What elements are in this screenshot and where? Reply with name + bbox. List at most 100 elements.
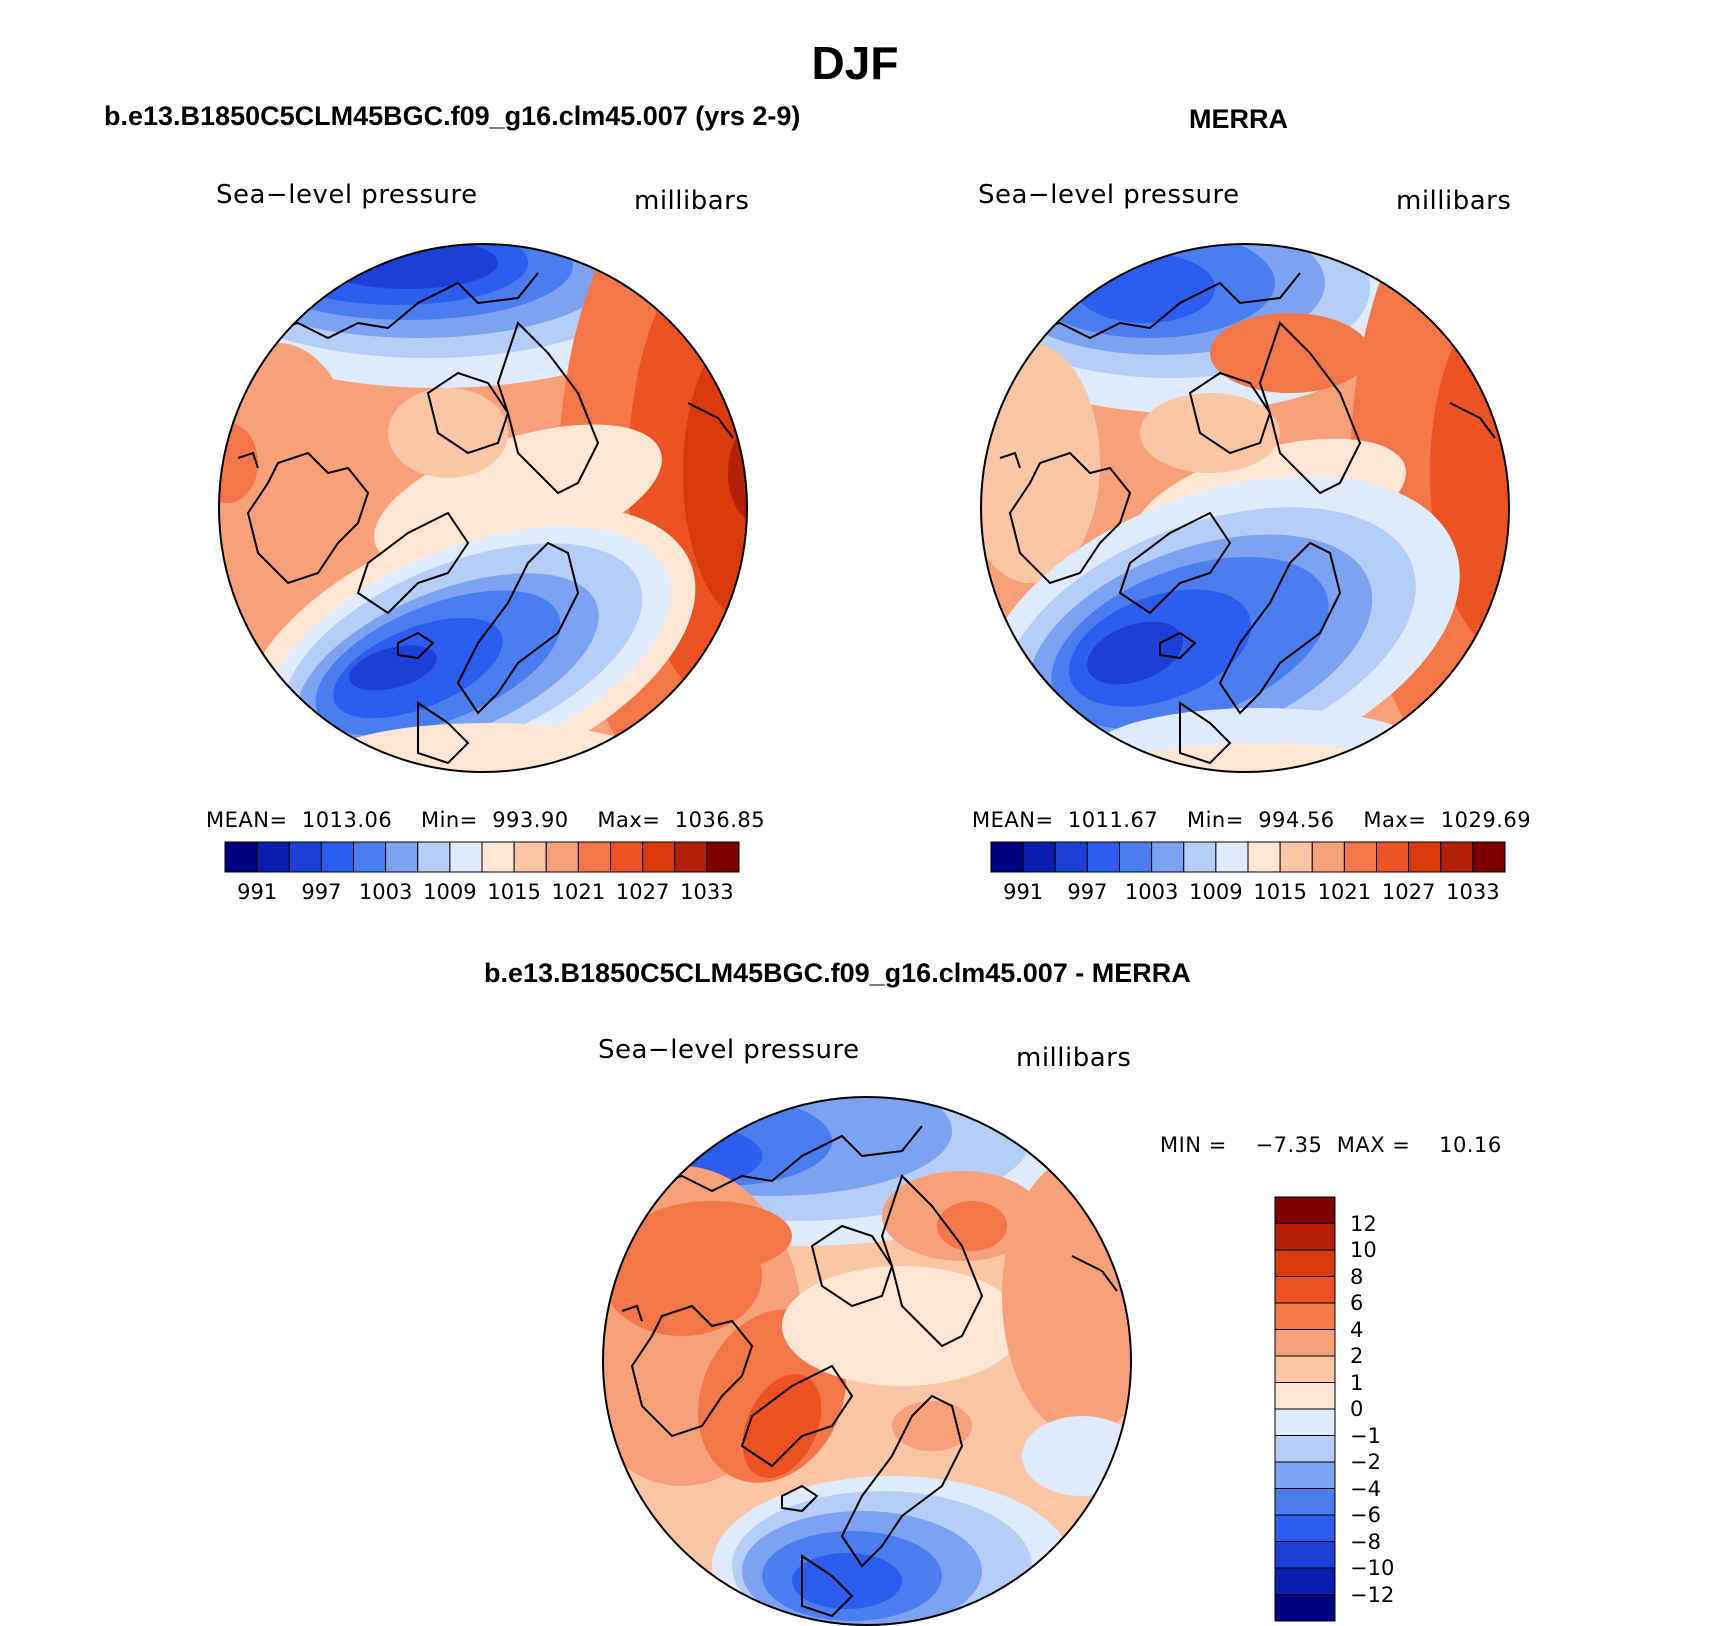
panel3-colorbar-tick-label: −12 — [1350, 1582, 1395, 1607]
panel3-colorbar-box — [1274, 1567, 1336, 1595]
panel1-colorbar-box — [642, 841, 676, 873]
panel2-colorbar-box — [1311, 841, 1345, 873]
panel3-colorbar-tick-label: 12 — [1350, 1211, 1377, 1236]
panel1-colorbar-box — [288, 841, 322, 873]
panel3-colorbar-ticks: 12 10 8 6 4 2 1 0 −1 −2 −4 −6 −8 −10 −12 — [1350, 1197, 1430, 1621]
panel2-colorbar-tick-label: 1015 — [1253, 880, 1307, 904]
panel3-colorbar-box — [1274, 1594, 1336, 1622]
panel2-filled-contours — [981, 244, 1509, 772]
panel2-colorbar-tick-label: 1033 — [1446, 880, 1500, 904]
panel3-colorbar-tick-label: −8 — [1350, 1529, 1381, 1554]
panel2-colorbar-box — [990, 841, 1024, 873]
panel3-colorbar — [1274, 1196, 1336, 1622]
panel3-colorbar-box — [1274, 1408, 1336, 1436]
panel1-colorbar-box — [224, 841, 258, 873]
panel2-colorbar-box — [1247, 841, 1281, 873]
panel2-colorbar-box — [1086, 841, 1120, 873]
panel2-coastlines — [999, 272, 1496, 765]
panel1-variable-label: Sea−level pressure — [216, 180, 478, 210]
panel2-variable-label: Sea−level pressure — [978, 180, 1240, 210]
panel3-colorbar-tick-label: 6 — [1350, 1291, 1364, 1315]
panel1-colorbar-box — [577, 841, 611, 873]
panel3-coastlines — [621, 1125, 1118, 1618]
panel3-colorbar-box — [1274, 1302, 1336, 1330]
panel3-stats: MIN = −7.35 MAX = 10.16 — [1160, 1133, 1502, 1157]
panel3-colorbar-box — [1274, 1435, 1336, 1463]
panel1-units-label: millibars — [634, 186, 750, 216]
panel3-colorbar-box — [1274, 1488, 1336, 1516]
panel1-colorbar-box — [385, 841, 419, 873]
panel3-units-label: millibars — [1016, 1043, 1132, 1073]
panel2-colorbar — [990, 841, 1506, 873]
panel1-colorbar-tick-label: 991 — [237, 880, 278, 904]
panel3-colorbar-box — [1274, 1196, 1336, 1224]
figure-title: DJF — [811, 37, 899, 89]
panel3-colorbar-box — [1274, 1249, 1336, 1277]
panel1-colorbar-tick-label: 1015 — [487, 880, 541, 904]
panel2-colorbar-tick-label: 1009 — [1189, 880, 1243, 904]
panel3-colorbar-tick-label: 2 — [1350, 1344, 1364, 1368]
panel3-colorbar-box — [1274, 1276, 1336, 1304]
panel1-colorbar-box — [513, 841, 547, 873]
panel1-colorbar-box — [481, 841, 515, 873]
panel1-min-label: Min= — [420, 808, 478, 832]
panel1-stats: MEAN= 1013.06 Min= 993.90 Max= 1036.85 — [206, 808, 765, 832]
panel2-colorbar-box — [1022, 841, 1056, 873]
panel1-colorbar-box — [417, 841, 451, 873]
panel1-colorbar-tick-label: 1027 — [615, 880, 670, 904]
panel1-max-value: 1036.85 — [674, 808, 766, 832]
panel1-polar-map — [218, 243, 748, 773]
panel3-max-label: MAX = — [1336, 1133, 1411, 1157]
panel2-max-label: Max= — [1363, 808, 1427, 832]
panel1-max-label: Max= — [597, 808, 661, 832]
panel2-colorbar-tick-label: 1027 — [1381, 880, 1436, 904]
panel2-colorbar-tick-label: 1003 — [1124, 880, 1179, 904]
panel3-max-value: 10.16 — [1439, 1133, 1502, 1157]
panel2-min-label: Min= — [1186, 808, 1244, 832]
panel2-colorbar-tick-label: 997 — [1067, 880, 1108, 904]
panel3-colorbar-tick-label: 1 — [1350, 1370, 1364, 1395]
panel2-colorbar-box — [1054, 841, 1088, 873]
panel2-colorbar-tick-label: 991 — [1003, 880, 1044, 904]
panel3-colorbar-box — [1274, 1329, 1336, 1357]
panel2-colorbar-box — [1343, 841, 1377, 873]
panel1-colorbar-tick-label: 1003 — [358, 880, 413, 904]
panel2-min-value: 994.56 — [1258, 808, 1335, 832]
panel3-colorbar-tick-label: −4 — [1350, 1476, 1381, 1501]
panel1-colorbar-tick-label: 1009 — [423, 880, 477, 904]
panel1-case-title: b.e13.B1850C5CLM45BGC.f09_g16.clm45.007 … — [104, 101, 801, 131]
panel2-mean-value: 1011.67 — [1067, 808, 1159, 832]
panel3-min-value: −7.35 — [1255, 1133, 1323, 1157]
panel2-colorbar-box — [1151, 841, 1185, 873]
panel2-case-title: MERRA — [1189, 104, 1288, 134]
panel2-colorbar-box — [1279, 841, 1313, 873]
panel2-colorbar-box — [1440, 841, 1474, 873]
panel3-variable-label: Sea−level pressure — [598, 1035, 860, 1065]
panel2-polar-map — [980, 243, 1510, 773]
panel2-colorbar-box — [1472, 841, 1506, 873]
panel1-colorbar-box — [674, 841, 708, 873]
panel1-colorbar-box — [545, 841, 579, 873]
panel2-map-border — [980, 243, 1510, 773]
panel3-colorbar-tick-label: −1 — [1350, 1423, 1381, 1448]
panel3-colorbar-box — [1274, 1514, 1336, 1542]
panel2-colorbar-box — [1376, 841, 1410, 873]
panel1-map-border — [218, 243, 748, 773]
panel3-colorbar-box — [1274, 1541, 1336, 1569]
panel1-colorbar — [224, 841, 740, 873]
panel1-colorbar-box — [610, 841, 644, 873]
panel2-mean-label: MEAN= — [972, 808, 1054, 832]
panel3-colorbar-box — [1274, 1355, 1336, 1383]
panel3-colorbar-tick-label: −10 — [1350, 1556, 1395, 1580]
panel1-mean-label: MEAN= — [206, 808, 288, 832]
panel1-coastlines — [237, 272, 734, 765]
panel3-polar-map — [602, 1096, 1132, 1626]
panel3-colorbar-box — [1274, 1223, 1336, 1251]
panel1-filled-contours — [219, 244, 747, 772]
panel1-colorbar-tick-label: 1021 — [551, 880, 606, 904]
panel2-colorbar-ticks: 991 997 1003 1009 1015 1021 1027 1033 — [991, 880, 1505, 906]
panel3-colorbar-tick-label: 0 — [1350, 1397, 1364, 1421]
panel2-colorbar-box — [1183, 841, 1217, 873]
panel1-colorbar-box — [449, 841, 483, 873]
panel3-case-title: b.e13.B1850C5CLM45BGC.f09_g16.clm45.007 … — [484, 958, 1191, 988]
